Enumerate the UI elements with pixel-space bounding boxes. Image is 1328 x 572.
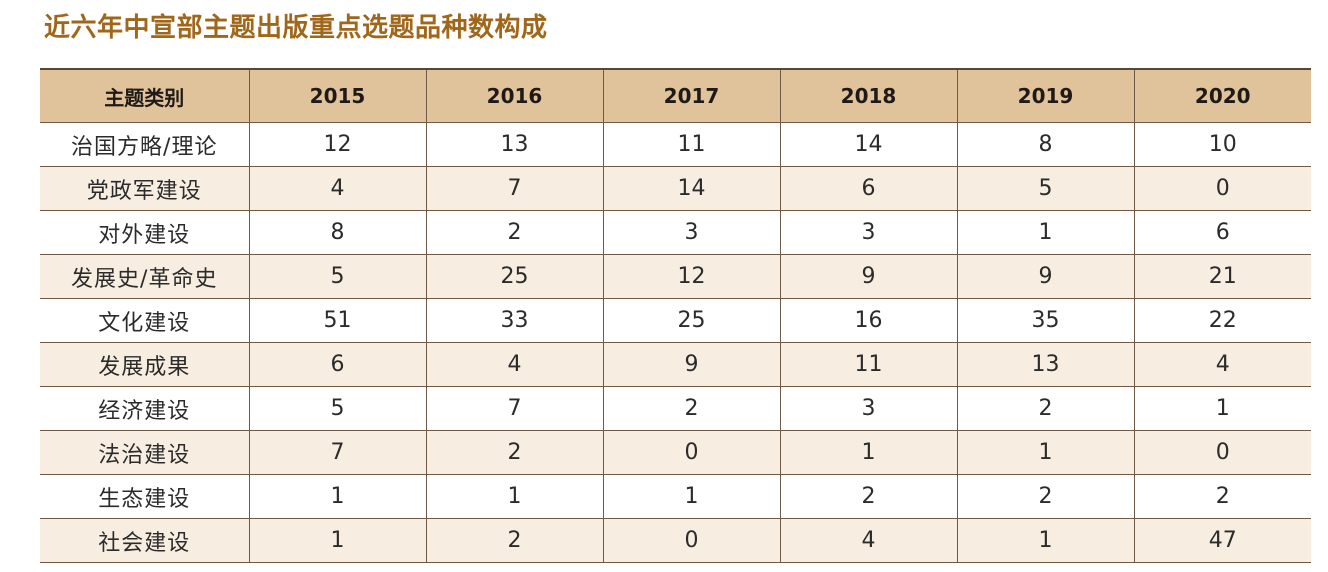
table-cell: 12 xyxy=(248,122,426,167)
table-cell: 2 xyxy=(602,386,780,431)
table-row: 对外建设 8 2 3 3 1 6 xyxy=(40,210,1311,255)
table-cell: 4 xyxy=(779,518,957,563)
table-cell: 0 xyxy=(602,430,780,475)
table-cell: 4 xyxy=(425,342,603,387)
table-row: 党政军建设 4 7 14 6 5 0 xyxy=(40,166,1311,211)
table-cell: 8 xyxy=(248,210,426,255)
table-cell: 6 xyxy=(1133,210,1311,255)
column-header-2015: 2015 xyxy=(248,68,426,123)
table-cell: 10 xyxy=(1133,122,1311,167)
table-cell: 5 xyxy=(248,386,426,431)
table-cell: 7 xyxy=(248,430,426,475)
table-cell: 51 xyxy=(248,298,426,343)
table-cell: 1 xyxy=(602,474,780,519)
table-cell: 12 xyxy=(602,254,780,299)
table-cell: 6 xyxy=(779,166,957,211)
page-title: 近六年中宣部主题出版重点选题品种数构成 xyxy=(44,13,548,43)
table-cell: 1 xyxy=(248,518,426,563)
table-cell: 25 xyxy=(425,254,603,299)
table-cell: 47 xyxy=(1133,518,1311,563)
table-cell: 25 xyxy=(602,298,780,343)
table-cell: 9 xyxy=(956,254,1134,299)
table-cell: 5 xyxy=(956,166,1134,211)
table-row: 生态建设 1 1 1 2 2 2 xyxy=(40,474,1311,519)
row-category-cell: 发展史/革命史 xyxy=(40,254,249,299)
table-cell: 9 xyxy=(779,254,957,299)
row-category-cell: 经济建设 xyxy=(40,386,249,431)
column-header-2020: 2020 xyxy=(1133,68,1311,123)
table-cell: 11 xyxy=(779,342,957,387)
table-cell: 1 xyxy=(956,430,1134,475)
table-cell: 11 xyxy=(602,122,780,167)
table-cell: 9 xyxy=(602,342,780,387)
table-cell: 16 xyxy=(779,298,957,343)
table-cell: 0 xyxy=(1133,166,1311,211)
table-cell: 2 xyxy=(956,474,1134,519)
row-category-cell: 法治建设 xyxy=(40,430,249,475)
table-cell: 1 xyxy=(956,518,1134,563)
table-cell: 3 xyxy=(602,210,780,255)
table-cell: 0 xyxy=(602,518,780,563)
table-cell: 6 xyxy=(248,342,426,387)
table-cell: 13 xyxy=(425,122,603,167)
table-cell: 4 xyxy=(1133,342,1311,387)
table-row: 法治建设 7 2 0 1 1 0 xyxy=(40,430,1311,475)
table-cell: 5 xyxy=(248,254,426,299)
table-cell: 1 xyxy=(779,430,957,475)
column-header-2016: 2016 xyxy=(425,68,603,123)
table-cell: 14 xyxy=(602,166,780,211)
header-row: 主题类别 2015 2016 2017 2018 2019 2020 xyxy=(40,68,1311,123)
row-category-cell: 发展成果 xyxy=(40,342,249,387)
table-cell: 21 xyxy=(1133,254,1311,299)
table-cell: 1 xyxy=(956,210,1134,255)
row-category-cell: 对外建设 xyxy=(40,210,249,255)
table-row: 文化建设 51 33 25 16 35 22 xyxy=(40,298,1311,343)
table-cell: 0 xyxy=(1133,430,1311,475)
table-cell: 7 xyxy=(425,386,603,431)
table-header: 主题类别 2015 2016 2017 2018 2019 2020 xyxy=(40,68,1311,123)
table-cell: 33 xyxy=(425,298,603,343)
table-cell: 2 xyxy=(425,518,603,563)
column-header-2018: 2018 xyxy=(779,68,957,123)
data-table: 主题类别 2015 2016 2017 2018 2019 2020 治国方略/… xyxy=(40,68,1311,563)
table-cell: 22 xyxy=(1133,298,1311,343)
column-header-2019: 2019 xyxy=(956,68,1134,123)
table-cell: 2 xyxy=(425,430,603,475)
table-cell: 1 xyxy=(425,474,603,519)
table-cell: 4 xyxy=(248,166,426,211)
row-category-cell: 治国方略/理论 xyxy=(40,122,249,167)
table-cell: 13 xyxy=(956,342,1134,387)
table-cell: 35 xyxy=(956,298,1134,343)
table-cell: 14 xyxy=(779,122,957,167)
table-cell: 2 xyxy=(425,210,603,255)
table-cell: 2 xyxy=(779,474,957,519)
table-cell: 3 xyxy=(779,386,957,431)
row-category-cell: 党政军建设 xyxy=(40,166,249,211)
table-row: 发展史/革命史 5 25 12 9 9 21 xyxy=(40,254,1311,299)
table-cell: 1 xyxy=(1133,386,1311,431)
table-cell: 7 xyxy=(425,166,603,211)
row-category-cell: 社会建设 xyxy=(40,518,249,563)
table-row: 社会建设 1 2 0 4 1 47 xyxy=(40,518,1311,563)
table-cell: 2 xyxy=(956,386,1134,431)
table-cell: 3 xyxy=(779,210,957,255)
column-header-2017: 2017 xyxy=(602,68,780,123)
table-row: 发展成果 6 4 9 11 13 4 xyxy=(40,342,1311,387)
column-header-category: 主题类别 xyxy=(40,68,249,123)
table-cell: 1 xyxy=(248,474,426,519)
row-category-cell: 文化建设 xyxy=(40,298,249,343)
table-row: 经济建设 5 7 2 3 2 1 xyxy=(40,386,1311,431)
table-cell: 2 xyxy=(1133,474,1311,519)
table-cell: 8 xyxy=(956,122,1134,167)
table-row: 治国方略/理论 12 13 11 14 8 10 xyxy=(40,122,1311,167)
row-category-cell: 生态建设 xyxy=(40,474,249,519)
table-body: 治国方略/理论 12 13 11 14 8 10 党政军建设 4 7 14 6 … xyxy=(40,122,1311,563)
